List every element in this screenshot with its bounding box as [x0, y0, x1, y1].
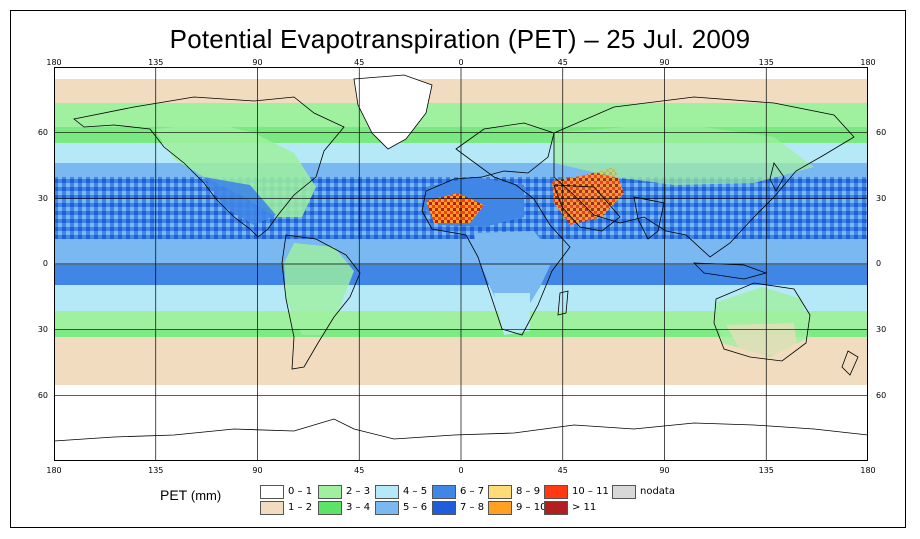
- lon-tick-bottom-5: 45: [557, 466, 568, 475]
- legend-swatch-4: [375, 485, 399, 499]
- lat-tick-right-2: 0: [876, 259, 882, 268]
- coast-india: [633, 196, 665, 240]
- lon-tick-bottom-7: 135: [758, 466, 774, 475]
- legend-text-6: 6 – 7: [460, 486, 485, 497]
- us-southwest: [204, 177, 276, 225]
- coast-indonesia: [692, 262, 768, 280]
- legend-text-9: 9 – 10: [516, 502, 547, 513]
- lat-tick-left-3: 30: [37, 325, 48, 334]
- south-america-interior: [284, 243, 354, 335]
- lon-tick-top-6: 90: [659, 58, 670, 67]
- lon-tick-top-2: 90: [252, 58, 263, 67]
- legend-text-5: 5 – 6: [403, 502, 428, 513]
- lon-tick-top-7: 135: [758, 58, 774, 67]
- legend-swatch-7: [432, 501, 456, 515]
- legend-label: PET: [160, 487, 187, 503]
- lat-tick-left-2: 0: [42, 259, 48, 268]
- legend-text-0: 0 – 1: [288, 486, 313, 497]
- legend-text-4: 4 – 5: [403, 486, 428, 497]
- coast-japan: [769, 162, 785, 192]
- legend-text-1: 1 – 2: [288, 502, 313, 513]
- coast-madagascar: [557, 290, 569, 316]
- legend-text-8: 8 – 9: [516, 486, 541, 497]
- legend-swatch-9: [488, 501, 512, 515]
- coastlines: [54, 74, 868, 442]
- coast-south-america: [281, 234, 361, 370]
- arabia-hot: [552, 167, 624, 225]
- legend-swatch-3: [318, 501, 342, 515]
- legend-text-10: 10 – 11: [572, 486, 609, 497]
- coast-arabia: [553, 184, 621, 232]
- legend-text-7: 7 – 8: [460, 502, 485, 513]
- north-america-interior: [154, 123, 316, 217]
- lon-tick-bottom-4: 0: [458, 466, 464, 475]
- lon-tick-top-1: 135: [148, 58, 164, 67]
- pet-map: [54, 67, 868, 461]
- legend-swatch-12: [612, 485, 636, 499]
- south-africa: [494, 293, 530, 335]
- central-africa: [474, 231, 554, 317]
- legend-text-2: 2 – 3: [346, 486, 371, 497]
- legend-text-3: 3 – 4: [346, 502, 371, 513]
- lon-tick-bottom-0: 180: [46, 466, 62, 475]
- coast-australia: [713, 282, 811, 362]
- legend-swatch-2: [318, 485, 342, 499]
- lon-tick-top-8: 180: [860, 58, 876, 67]
- legend-swatch-8: [488, 485, 512, 499]
- legend-swatch-10: [544, 485, 568, 499]
- legend-swatch-11: [544, 501, 568, 515]
- map-border: [54, 67, 868, 461]
- lon-tick-bottom-6: 90: [659, 466, 670, 475]
- australia-south: [726, 323, 798, 357]
- legend-text-11: > 11: [572, 502, 597, 513]
- lon-tick-top-5: 45: [557, 58, 568, 67]
- coast-antarctica: [54, 418, 868, 442]
- lon-tick-bottom-8: 180: [860, 466, 876, 475]
- legend-text-12: nodata: [640, 486, 675, 497]
- lon-tick-top-3: 45: [354, 58, 365, 67]
- coast-asia: [553, 96, 855, 258]
- lat-tick-right-0: 60: [876, 128, 887, 137]
- legend-swatch-5: [375, 501, 399, 515]
- lon-tick-top-0: 180: [46, 58, 62, 67]
- coast-north-america: [73, 96, 345, 238]
- central-asia: [554, 123, 814, 185]
- graticule: [54, 67, 868, 461]
- lat-tick-right-4: 60: [876, 391, 887, 400]
- coast-new-zealand: [841, 350, 859, 376]
- lat-tick-left-4: 60: [37, 391, 48, 400]
- lon-tick-top-4: 0: [458, 58, 464, 67]
- coast-europe-africa: [421, 122, 571, 336]
- coast-greenland: [353, 74, 433, 150]
- legend-swatch-1: [260, 501, 284, 515]
- west-sahara-hot: [426, 193, 484, 223]
- lon-tick-bottom-3: 45: [354, 466, 365, 475]
- lat-tick-right-3: 30: [876, 325, 887, 334]
- legend-title: PET (mm): [160, 487, 221, 503]
- lon-tick-bottom-2: 90: [252, 466, 263, 475]
- lat-tick-left-0: 60: [37, 128, 48, 137]
- map-title: Potential Evapotranspiration (PET) – 25 …: [169, 24, 751, 54]
- lat-tick-right-1: 30: [876, 194, 887, 203]
- lat-tick-left-1: 30: [37, 194, 48, 203]
- legend-unit: (mm): [190, 488, 222, 503]
- lon-tick-bottom-1: 135: [148, 466, 164, 475]
- legend-swatch-6: [432, 485, 456, 499]
- legend-swatch-0: [260, 485, 284, 499]
